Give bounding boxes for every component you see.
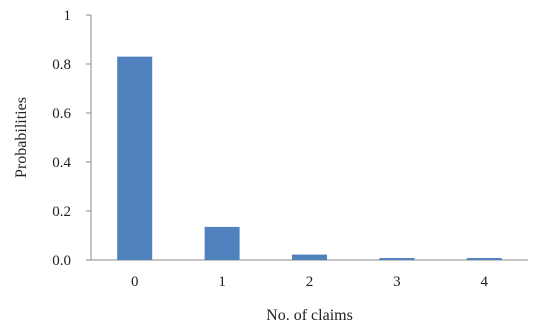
bar-3 <box>379 258 415 260</box>
y-axis-ticks: 0.0 0.2 0.4 0.6 0.8 1 <box>52 8 91 269</box>
x-tick-label: 0 <box>131 274 139 290</box>
y-tick-label: 0.0 <box>52 253 71 269</box>
bar-4 <box>466 258 502 260</box>
bar-series <box>117 56 502 261</box>
x-axis-ticks: 0 1 2 3 4 <box>131 274 489 290</box>
bar-2 <box>292 254 327 260</box>
x-tick-label: 3 <box>393 274 401 290</box>
y-tick-label: 0.2 <box>52 204 71 220</box>
y-tick-label: 0.8 <box>52 57 71 73</box>
y-tick-label: 0.4 <box>52 155 71 171</box>
bar-1 <box>204 226 240 260</box>
bar-0 <box>117 56 153 261</box>
x-tick-label: 1 <box>218 274 226 290</box>
x-tick-label: 2 <box>306 274 314 290</box>
y-axis-title: Probabilities <box>13 97 30 178</box>
y-tick-label: 1 <box>64 8 72 24</box>
x-axis-title: No. of claims <box>266 307 353 324</box>
y-tick-label: 0.6 <box>52 106 71 122</box>
x-tick-label: 4 <box>481 274 489 290</box>
